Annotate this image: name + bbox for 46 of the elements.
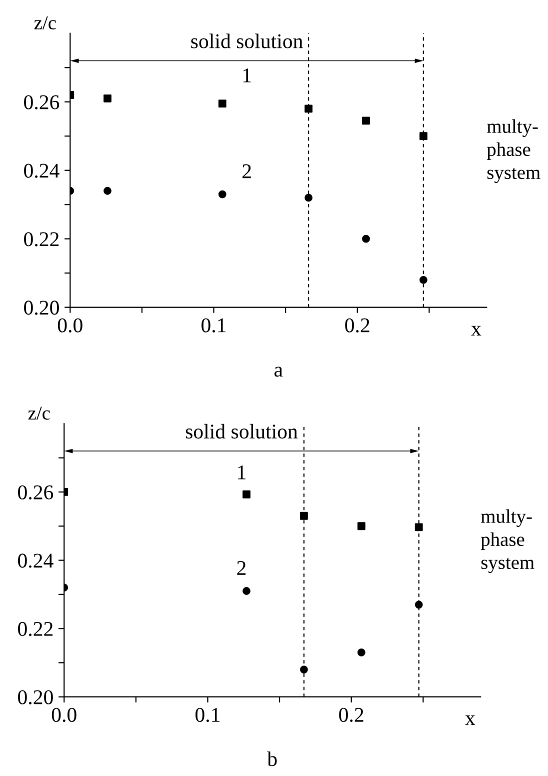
series-label: 2 xyxy=(237,561,246,575)
point xyxy=(362,234,370,243)
x-axis-title: x xyxy=(471,326,482,336)
x-tick-label: 0.2 xyxy=(339,708,364,722)
x-tick-label: 0.0 xyxy=(58,318,82,332)
y-tick-label: 0.24 xyxy=(18,554,54,568)
x-tick-label: 0.0 xyxy=(52,708,76,722)
point xyxy=(357,648,366,656)
point xyxy=(300,666,308,674)
y-tick-label: 0.22 xyxy=(18,622,53,636)
point xyxy=(304,194,312,202)
x-tick-label: 0.2 xyxy=(345,318,370,332)
y-axis-title: z/c xyxy=(34,16,56,30)
annotation: solid solution xyxy=(191,34,303,48)
point xyxy=(304,104,312,113)
series-label: 1 xyxy=(243,68,251,82)
point xyxy=(414,600,423,609)
y-tick-label: 0.20 xyxy=(18,690,53,704)
y-tick-label: 0.26 xyxy=(18,485,54,500)
point xyxy=(218,190,226,198)
point xyxy=(218,100,226,108)
point xyxy=(104,186,112,195)
y-tick-label: 0.24 xyxy=(24,164,60,178)
annotation: solid solution xyxy=(186,424,298,439)
text: multy- phase system xyxy=(486,119,540,184)
point xyxy=(414,523,423,532)
y-tick-label: 0.26 xyxy=(24,95,60,110)
x-tick-label: 0.1 xyxy=(202,318,226,332)
x-axis-title: x xyxy=(465,715,476,725)
point xyxy=(419,276,428,284)
point xyxy=(357,522,366,530)
x-tick-label: 0.1 xyxy=(196,708,220,722)
y-tick-label: 0.20 xyxy=(24,300,59,315)
series-label: 2 xyxy=(242,164,251,178)
text: a xyxy=(274,366,283,377)
text: b xyxy=(267,751,277,766)
text: multy- phase system xyxy=(480,509,534,574)
y-tick-label: 0.22 xyxy=(24,232,59,246)
y-axis-title: z/c xyxy=(28,406,50,420)
point xyxy=(300,512,308,520)
point xyxy=(242,490,250,498)
point xyxy=(242,587,250,595)
series-label: 1 xyxy=(238,465,246,480)
point xyxy=(362,116,370,125)
point xyxy=(419,132,428,140)
point xyxy=(104,94,112,102)
